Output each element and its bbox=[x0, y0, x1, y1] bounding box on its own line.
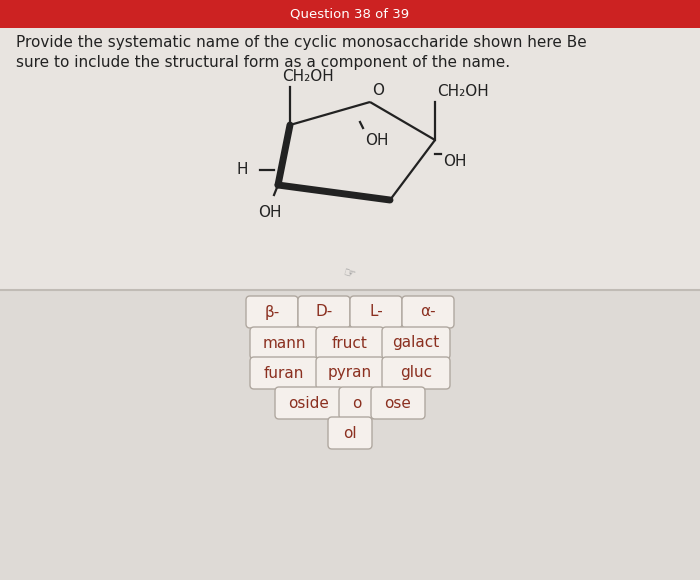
Text: ol: ol bbox=[343, 426, 357, 440]
Text: OH: OH bbox=[365, 133, 388, 148]
Text: O: O bbox=[372, 83, 384, 98]
FancyBboxPatch shape bbox=[250, 327, 318, 359]
FancyBboxPatch shape bbox=[250, 357, 318, 389]
FancyBboxPatch shape bbox=[298, 296, 350, 328]
FancyBboxPatch shape bbox=[382, 327, 450, 359]
Text: L-: L- bbox=[369, 304, 383, 320]
FancyBboxPatch shape bbox=[316, 357, 384, 389]
Text: sure to include the structural form as a component of the name.: sure to include the structural form as a… bbox=[16, 55, 510, 70]
FancyBboxPatch shape bbox=[246, 296, 298, 328]
Text: fruct: fruct bbox=[332, 335, 368, 350]
Text: furan: furan bbox=[264, 365, 304, 380]
Text: ose: ose bbox=[384, 396, 412, 411]
FancyBboxPatch shape bbox=[0, 0, 700, 28]
FancyBboxPatch shape bbox=[382, 357, 450, 389]
Text: CH₂OH: CH₂OH bbox=[282, 69, 334, 84]
Text: CH₂OH: CH₂OH bbox=[437, 84, 489, 99]
FancyBboxPatch shape bbox=[0, 28, 700, 290]
Text: gluc: gluc bbox=[400, 365, 432, 380]
Text: ☞: ☞ bbox=[342, 264, 358, 281]
FancyBboxPatch shape bbox=[371, 387, 425, 419]
Text: Question 38 of 39: Question 38 of 39 bbox=[290, 8, 410, 20]
FancyBboxPatch shape bbox=[316, 327, 384, 359]
Text: OH: OH bbox=[443, 154, 466, 169]
FancyBboxPatch shape bbox=[339, 387, 375, 419]
Text: D-: D- bbox=[316, 304, 332, 320]
Text: o: o bbox=[352, 396, 362, 411]
Text: mann: mann bbox=[262, 335, 306, 350]
Text: galact: galact bbox=[393, 335, 440, 350]
FancyBboxPatch shape bbox=[275, 387, 343, 419]
FancyBboxPatch shape bbox=[402, 296, 454, 328]
Text: OH: OH bbox=[258, 205, 281, 220]
Text: α-: α- bbox=[420, 304, 436, 320]
Text: β-: β- bbox=[265, 304, 279, 320]
FancyBboxPatch shape bbox=[0, 290, 700, 580]
Text: Provide the systematic name of the cyclic monosaccharide shown here Be: Provide the systematic name of the cycli… bbox=[16, 35, 587, 50]
Text: H: H bbox=[237, 162, 248, 177]
FancyBboxPatch shape bbox=[328, 417, 372, 449]
Text: oside: oside bbox=[288, 396, 330, 411]
Text: pyran: pyran bbox=[328, 365, 372, 380]
FancyBboxPatch shape bbox=[350, 296, 402, 328]
